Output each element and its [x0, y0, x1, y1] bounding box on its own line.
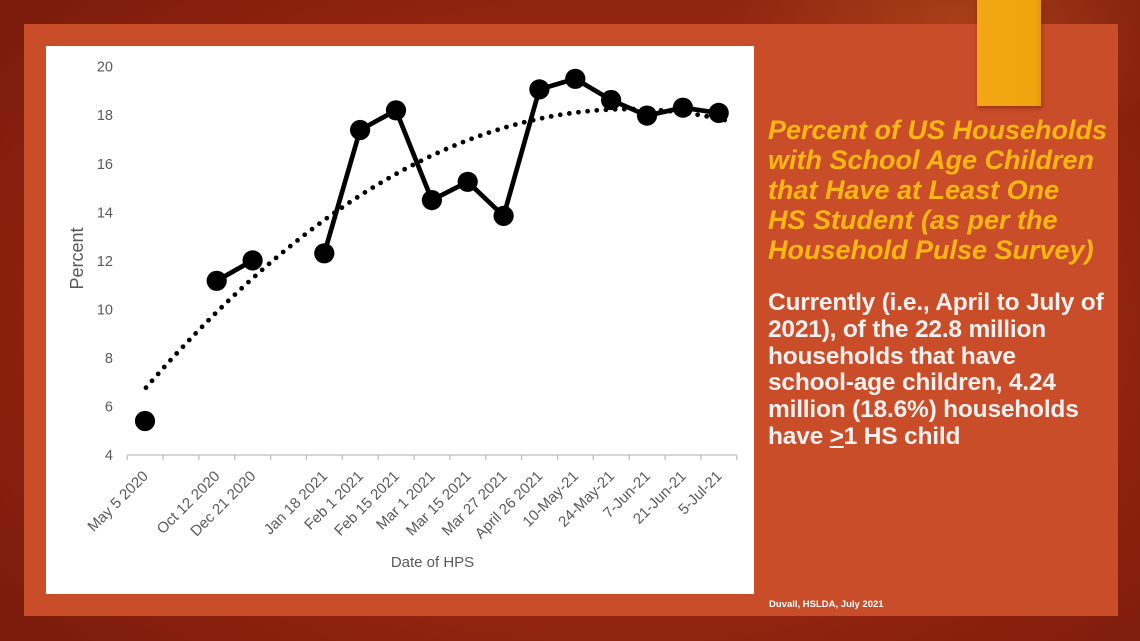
svg-text:10: 10	[97, 302, 113, 318]
svg-text:Percent: Percent	[67, 227, 87, 289]
svg-text:6: 6	[105, 400, 113, 416]
svg-text:Date of HPS: Date of HPS	[391, 554, 474, 571]
svg-text:May 5 2020: May 5 2020	[84, 468, 151, 535]
svg-text:4: 4	[105, 448, 113, 464]
svg-text:8: 8	[105, 351, 113, 367]
svg-text:14: 14	[97, 205, 113, 221]
svg-text:18: 18	[97, 108, 113, 124]
svg-text:16: 16	[97, 157, 113, 173]
svg-text:20: 20	[97, 60, 113, 76]
svg-text:12: 12	[97, 254, 113, 270]
